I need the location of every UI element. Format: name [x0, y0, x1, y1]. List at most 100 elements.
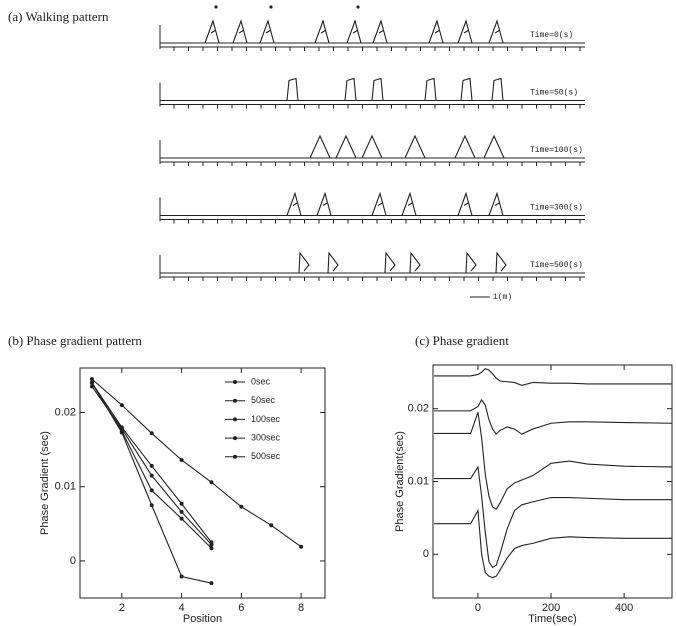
walker [371, 191, 387, 216]
series-line [91, 382, 212, 584]
walker [372, 19, 388, 44]
row-label: Time=0(s) [530, 31, 573, 40]
point [179, 509, 184, 514]
x-tick-label: 8 [298, 602, 304, 614]
walker [298, 251, 310, 274]
walker [465, 251, 477, 274]
point [179, 501, 184, 506]
walker [259, 19, 275, 44]
walker [457, 191, 473, 216]
point [299, 544, 304, 549]
walker [409, 251, 421, 274]
series-line [91, 378, 302, 548]
y-tick-label: 0.02 [55, 406, 76, 418]
x-tick-label: 4 [179, 602, 185, 614]
walker [488, 191, 504, 216]
walker [286, 77, 299, 101]
walker [309, 134, 331, 159]
x-tick-label: 0 [475, 602, 481, 614]
walker [204, 19, 220, 44]
y-tick-label: 0.01 [408, 475, 429, 487]
point [149, 463, 154, 468]
x-tick-label: 6 [238, 602, 244, 614]
legend-label: 500sec [251, 451, 281, 461]
point [179, 574, 184, 579]
walker [401, 191, 417, 216]
legend-label: 100sec [251, 414, 281, 424]
walker [483, 134, 505, 159]
series-line [434, 398, 672, 436]
row-label: Time=500(s) [530, 261, 583, 270]
point [149, 503, 154, 508]
walker [232, 19, 248, 44]
walker [361, 134, 383, 159]
y-tick-label: 0 [423, 548, 429, 560]
row-label: Time=100(s) [530, 146, 583, 155]
walker [335, 134, 357, 159]
x-axis-label: Time(sec) [528, 613, 576, 625]
point [179, 458, 184, 462]
walker [424, 77, 437, 101]
star [214, 5, 218, 9]
legend-marker [233, 454, 237, 459]
legend-marker [233, 436, 237, 441]
star [269, 5, 273, 9]
point [209, 542, 214, 547]
point [179, 516, 184, 521]
point [119, 403, 124, 408]
walker [454, 134, 476, 159]
y-axis-label: Phase Gradient (sec) [39, 431, 51, 535]
legend-marker [233, 398, 237, 403]
x-tick-label: 400 [615, 602, 633, 614]
walker [371, 77, 384, 101]
point [89, 377, 94, 382]
walker [327, 251, 339, 274]
walker [316, 191, 332, 216]
point [149, 473, 154, 478]
plot-frame [432, 364, 673, 599]
chart-title: (b) Phase gradient pattern [8, 333, 142, 348]
row-label: Time=300(s) [530, 204, 583, 213]
point [119, 426, 124, 431]
walker [460, 77, 473, 101]
scale-label: 1(m) [493, 293, 512, 302]
point [89, 384, 94, 389]
walker [344, 77, 357, 101]
x-tick-label: 200 [542, 602, 560, 614]
point [149, 431, 154, 436]
walker [491, 77, 504, 101]
panel-title: (a) Walking pattern [8, 9, 109, 24]
y-tick-label: 0 [70, 555, 76, 567]
walker [384, 251, 396, 274]
walker [346, 19, 362, 44]
walker [488, 19, 504, 44]
series-line [91, 382, 212, 543]
series-line [434, 465, 672, 569]
walker [495, 251, 507, 274]
legend-marker [233, 417, 237, 422]
series-line [434, 367, 672, 386]
legend-marker [233, 380, 237, 384]
series-line [434, 508, 672, 579]
star [356, 5, 360, 9]
row-label: Time=50(s) [530, 89, 578, 98]
x-tick-label: 2 [119, 602, 125, 614]
chart-title: (c) Phase gradient [415, 333, 509, 348]
y-tick-label: 0.02 [408, 403, 429, 415]
point [209, 581, 214, 586]
walker [457, 19, 473, 44]
point [209, 480, 214, 485]
walker [404, 134, 426, 159]
x-axis-label: Position [183, 613, 222, 625]
legend-label: 50sec [251, 395, 276, 405]
point [239, 504, 244, 509]
legend-label: 0sec [251, 376, 271, 386]
point [149, 488, 154, 493]
point [209, 546, 214, 551]
y-tick-label: 0.01 [55, 481, 76, 493]
point [269, 523, 274, 528]
plot-frame [79, 367, 326, 599]
walker [286, 191, 302, 216]
point [89, 380, 94, 385]
